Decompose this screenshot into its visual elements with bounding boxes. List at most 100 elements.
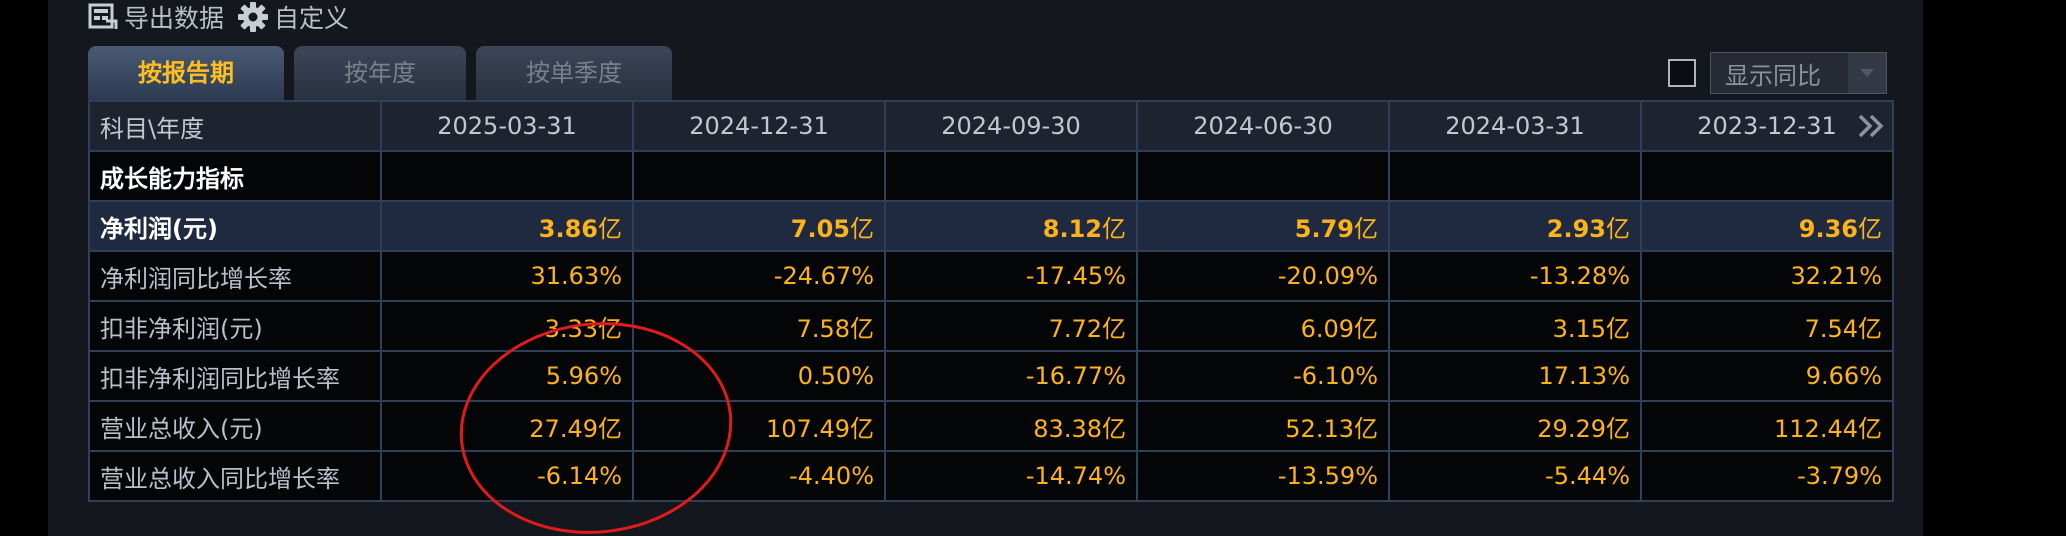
cell-unit: 亿 <box>1606 414 1630 443</box>
cell-unit: 亿 <box>1606 314 1630 343</box>
tab-by-quarter[interactable]: 按单季度 <box>476 46 672 100</box>
table-cell: 5.79亿 <box>1136 200 1390 252</box>
table-cell: 52.13亿 <box>1136 400 1390 452</box>
table-cell: -16.77% <box>884 350 1138 402</box>
cell-value: 83.38 <box>1033 414 1102 443</box>
cell-value: 3.86 <box>538 214 598 243</box>
cell-unit: 亿 <box>1858 414 1882 443</box>
cell-value: 9.36 <box>1798 214 1858 243</box>
table-row: 营业总收入(元) 27.49亿 107.49亿 83.38亿 52.13亿 29.29亿 1… <box>88 400 1894 452</box>
table-cell: 5.96% <box>380 350 634 402</box>
table-cell: 2.93亿 <box>1388 200 1642 252</box>
cell-value: -13.59% <box>1277 462 1378 490</box>
cell-value: 7.54 <box>1804 314 1858 343</box>
cell-value: 5.96% <box>545 362 622 390</box>
cell-value: -24.67% <box>773 262 874 290</box>
period-header-label: 2023-12-31 <box>1697 112 1837 140</box>
double-chevron-right-icon[interactable] <box>1858 114 1884 138</box>
financial-table: 科目\年度 2025-03-31 2024-12-31 2024-09-30 2… <box>88 100 1894 502</box>
table-cell: -13.59% <box>1136 450 1390 502</box>
table-header-row: 科目\年度 2025-03-31 2024-12-31 2024-09-30 2… <box>88 100 1894 152</box>
period-header-last: 2023-12-31 <box>1640 100 1894 152</box>
customize-button[interactable]: 自定义 <box>238 0 349 35</box>
row-label: 营业总收入同比增长率 <box>88 450 382 502</box>
table-cell: 112.44亿 <box>1640 400 1894 452</box>
cell-value: -5.44% <box>1545 462 1630 490</box>
export-data-label: 导出数据 <box>124 4 225 33</box>
cell-value: -14.74% <box>1025 462 1126 490</box>
section-row: 成长能力指标 <box>88 150 1894 202</box>
table-cell: -5.44% <box>1388 450 1642 502</box>
table-cell: 9.36亿 <box>1640 200 1894 252</box>
cell-value: 7.72 <box>1048 314 1102 343</box>
table-cell: 107.49亿 <box>632 400 886 452</box>
customize-label: 自定义 <box>274 4 350 33</box>
cell-unit: 亿 <box>1102 314 1126 343</box>
table-cell: 7.05亿 <box>632 200 886 252</box>
cell-value: -4.40% <box>789 462 874 490</box>
cell-unit: 亿 <box>598 414 622 443</box>
table-cell: -13.28% <box>1388 250 1642 302</box>
table-cell: 3.86亿 <box>380 200 634 252</box>
cell-unit: 亿 <box>1858 214 1882 243</box>
table-cell: -24.67% <box>632 250 886 302</box>
tab-by-report-period[interactable]: 按报告期 <box>88 46 284 100</box>
compare-control: 显示同比 <box>1668 52 1887 94</box>
table-row: 净利润(元) 3.86亿 7.05亿 8.12亿 5.79亿 2.93亿 9.36亿 <box>88 200 1894 252</box>
cell-value: 9.66% <box>1805 362 1882 390</box>
table-cell: 3.33亿 <box>380 300 634 352</box>
period-header: 2024-09-30 <box>884 100 1138 152</box>
cell-value: -20.09% <box>1277 262 1378 290</box>
cell-value: 7.58 <box>796 314 850 343</box>
row-label: 净利润同比增长率 <box>88 250 382 302</box>
table-cell: -3.79% <box>1640 450 1894 502</box>
cell-unit: 亿 <box>850 214 874 243</box>
table-cell: 7.54亿 <box>1640 300 1894 352</box>
table-row: 营业总收入同比增长率 -6.14% -4.40% -14.74% -13.59% -5.4… <box>88 450 1894 502</box>
table-cell: -6.14% <box>380 450 634 502</box>
table-cell: 83.38亿 <box>884 400 1138 452</box>
cell-unit: 亿 <box>598 314 622 343</box>
cell-value: 0.50% <box>797 362 874 390</box>
table-cell: 8.12亿 <box>884 200 1138 252</box>
table-cell: -20.09% <box>1136 250 1390 302</box>
gear-icon <box>238 2 269 32</box>
show-yoy-select[interactable]: 显示同比 <box>1710 52 1887 94</box>
table-cell: 7.72亿 <box>884 300 1138 352</box>
cell-value: 32.21% <box>1790 262 1882 290</box>
cell-value: 29.29 <box>1537 414 1606 443</box>
cell-value: 17.13% <box>1538 362 1630 390</box>
table-cell: 27.49亿 <box>380 400 634 452</box>
period-header: 2025-03-31 <box>380 100 634 152</box>
table-cell: -4.40% <box>632 450 886 502</box>
cell-value: 7.05 <box>790 214 850 243</box>
table-cell: 0.50% <box>632 350 886 402</box>
cell-value: 107.49 <box>766 414 850 443</box>
table-cell <box>1640 150 1894 202</box>
cell-value: 5.79 <box>1294 214 1354 243</box>
table-cell: 31.63% <box>380 250 634 302</box>
tab-by-year[interactable]: 按年度 <box>294 46 466 100</box>
cell-value: 52.13 <box>1285 414 1354 443</box>
table-cell: -17.45% <box>884 250 1138 302</box>
row-label: 营业总收入(元) <box>88 400 382 452</box>
export-data-button[interactable]: 导出数据 <box>88 0 224 35</box>
table-cell <box>1388 150 1642 202</box>
show-yoy-checkbox[interactable] <box>1668 59 1696 87</box>
cell-unit: 亿 <box>1102 214 1126 243</box>
table-cell: 9.66% <box>1640 350 1894 402</box>
cell-unit: 亿 <box>850 414 874 443</box>
table-cell <box>632 150 886 202</box>
cell-value: 2.93 <box>1546 214 1606 243</box>
cell-value: -6.14% <box>537 462 622 490</box>
cell-unit: 亿 <box>1606 214 1630 243</box>
row-label: 扣非净利润同比增长率 <box>88 350 382 402</box>
table-cell: -14.74% <box>884 450 1138 502</box>
table-cell: -6.10% <box>1136 350 1390 402</box>
table-row: 净利润同比增长率 31.63% -24.67% -17.45% -20.09% -13.2… <box>88 250 1894 302</box>
section-label: 成长能力指标 <box>88 150 382 202</box>
toolbar: 导出数据 自定义 <box>88 0 349 34</box>
row-label: 净利润(元) <box>88 200 382 252</box>
cell-value: 8.12 <box>1042 214 1102 243</box>
table-row: 扣非净利润(元) 3.33亿 7.58亿 7.72亿 6.09亿 3.15亿 7.54亿 <box>88 300 1894 352</box>
